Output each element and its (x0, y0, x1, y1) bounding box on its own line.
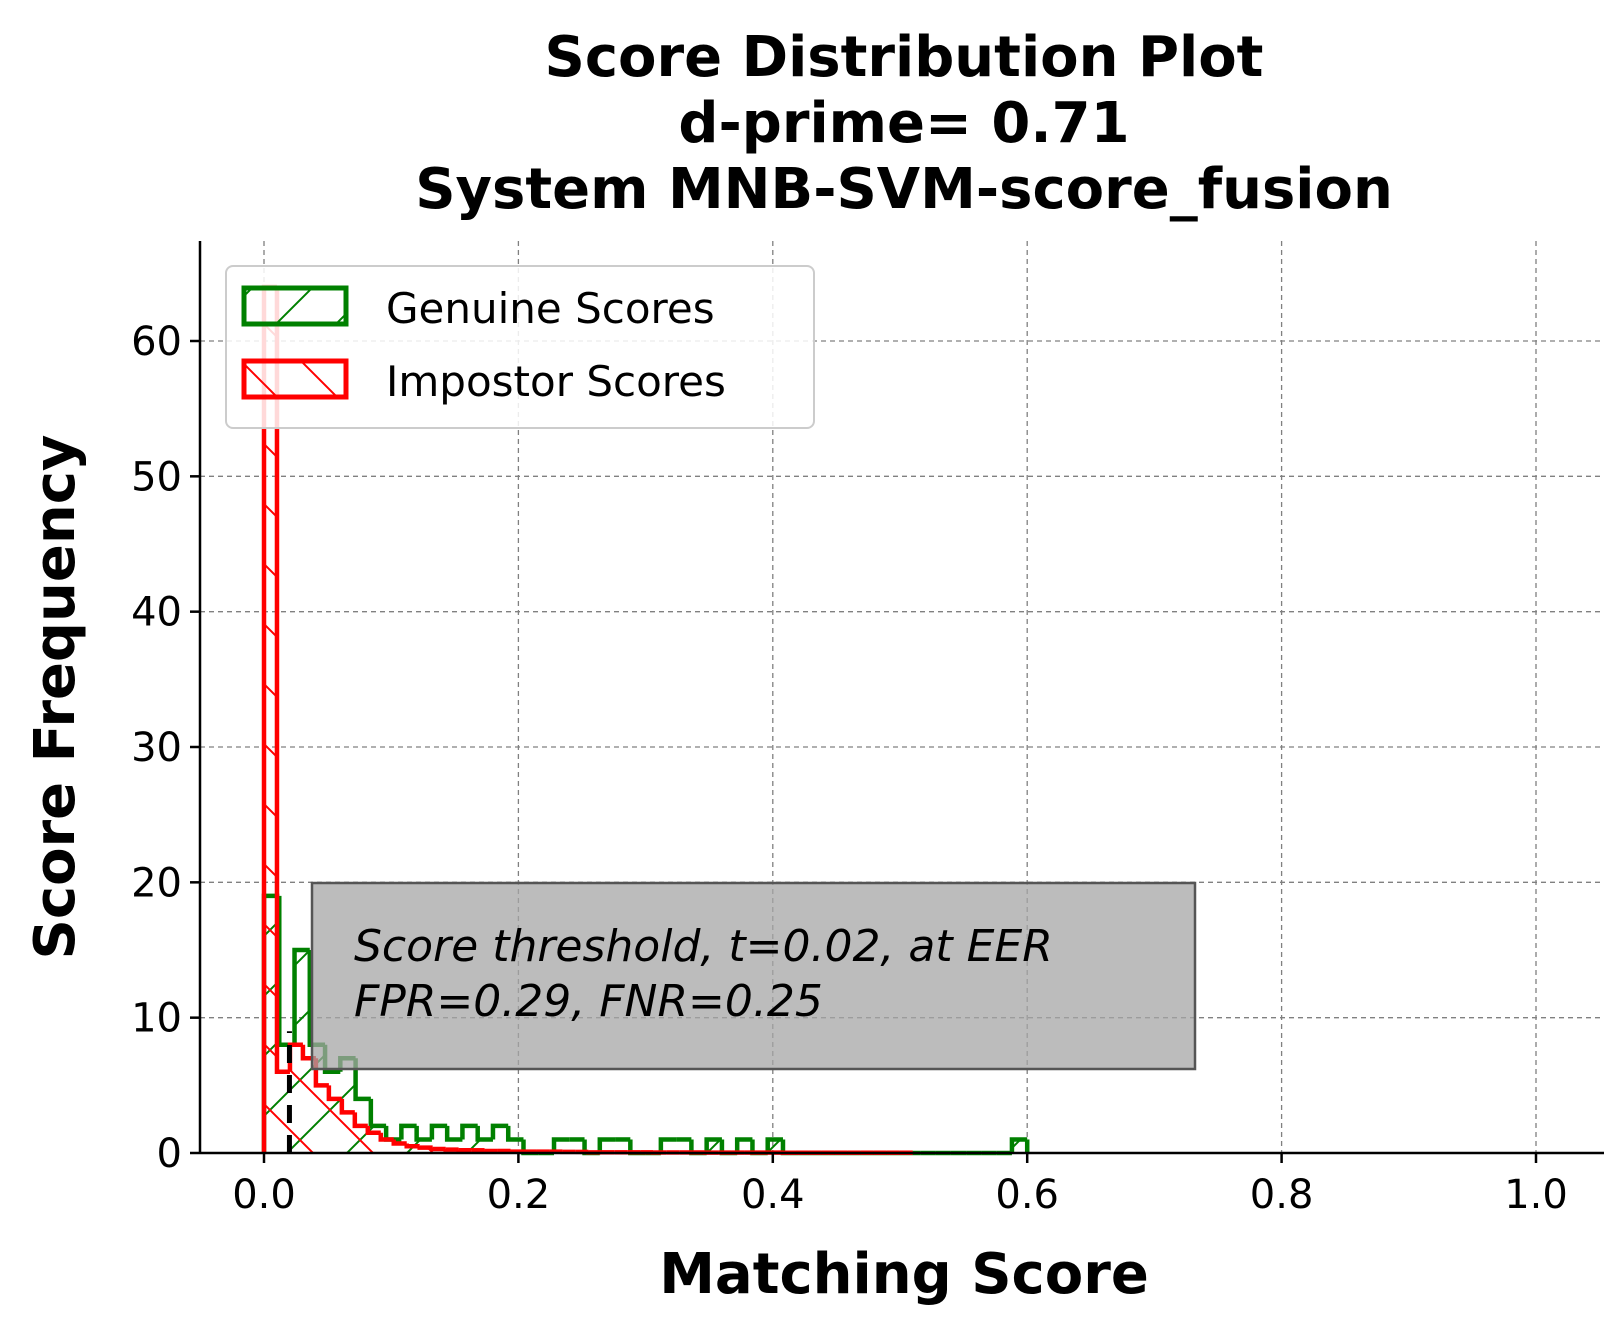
annotation-line-2: FPR=0.29, FNR=0.25 (354, 976, 823, 1027)
impostor-bin (274, 286, 290, 1075)
impostor-bin (430, 1146, 446, 1152)
tick-layer: 0.0 0.2 0.4 0.6 0.8 1.0 0 10 20 30 40 50 60 (131, 319, 1568, 1218)
annotation-line-1: Score threshold, t=0.02, at EER (354, 921, 1053, 972)
legend-label-impostor: Impostor Scores (386, 357, 726, 406)
genuine-bin (292, 947, 310, 1045)
y-tick-label: 50 (131, 454, 182, 500)
genuine-bin (399, 1123, 417, 1140)
x-tick-label: 1.0 (1504, 1172, 1568, 1218)
legend: Genuine Scores Impostor Scores (225, 265, 815, 429)
impostor-bin (339, 1098, 355, 1115)
y-tick-label: 20 (131, 860, 182, 906)
genuine-bin (597, 1137, 616, 1153)
impostor-bin (482, 1148, 498, 1154)
chart-title-line-2: d-prime= 0.71 (678, 91, 1129, 156)
y-axis-label: Score Frequency (23, 435, 88, 960)
chart-title-line-3: System MNB-SVM-score_fusion (415, 157, 1393, 222)
genuine-bin (353, 1058, 371, 1102)
impostor-bin (326, 1085, 342, 1102)
impostor-bin (508, 1149, 524, 1154)
x-tick-label: 0.6 (995, 1172, 1059, 1218)
genuine-bin (551, 1137, 570, 1153)
genuine-bin (277, 895, 295, 1047)
annotation-box (310, 881, 1197, 1071)
impostor-bin (352, 1112, 368, 1129)
y-tick-label: 60 (131, 319, 182, 365)
genuine-bin (1009, 1137, 1028, 1153)
genuine-bin (429, 1123, 448, 1140)
genuine-bin (475, 1125, 493, 1142)
impostor-bin (417, 1145, 433, 1150)
genuine-bin (734, 1137, 753, 1153)
genuine-bin (505, 1125, 524, 1142)
genuine-bin (460, 1123, 478, 1140)
x-tick-label: 0.4 (741, 1172, 805, 1218)
impostor-bin (404, 1143, 420, 1149)
impostor-bin (365, 1125, 381, 1135)
genuine-bin (490, 1123, 509, 1140)
legend-label-genuine: Genuine Scores (386, 284, 715, 333)
eer-annotation: Score threshold, t=0.02, at EER FPR=0.29… (310, 881, 1197, 1071)
legend-swatch-genuine (241, 285, 349, 327)
impostor-bin (456, 1148, 472, 1153)
genuine-bin (704, 1137, 722, 1153)
chart-title-line-1: Score Distribution Plot (545, 25, 1264, 90)
genuine-bin (444, 1125, 463, 1142)
y-tick-label: 40 (131, 590, 182, 636)
y-tick-label: 30 (131, 725, 182, 771)
impostor-bin (443, 1147, 459, 1152)
y-tick-label: 10 (131, 996, 182, 1042)
y-tick-label: 0 (157, 1131, 182, 1177)
genuine-bin (414, 1125, 432, 1142)
genuine-bin (765, 1137, 783, 1153)
genuine-bin (368, 1098, 387, 1129)
impostor-bin (391, 1139, 407, 1146)
legend-frame (225, 265, 815, 429)
x-tick-label: 0.2 (487, 1172, 551, 1218)
genuine-bin (658, 1137, 677, 1153)
impostor-bin (378, 1132, 394, 1142)
legend-swatch-impostor (241, 358, 349, 400)
x-tick-label: 0.0 (232, 1172, 296, 1218)
x-tick-label: 0.8 (1250, 1172, 1314, 1218)
x-axis-label: Matching Score (659, 1242, 1149, 1307)
